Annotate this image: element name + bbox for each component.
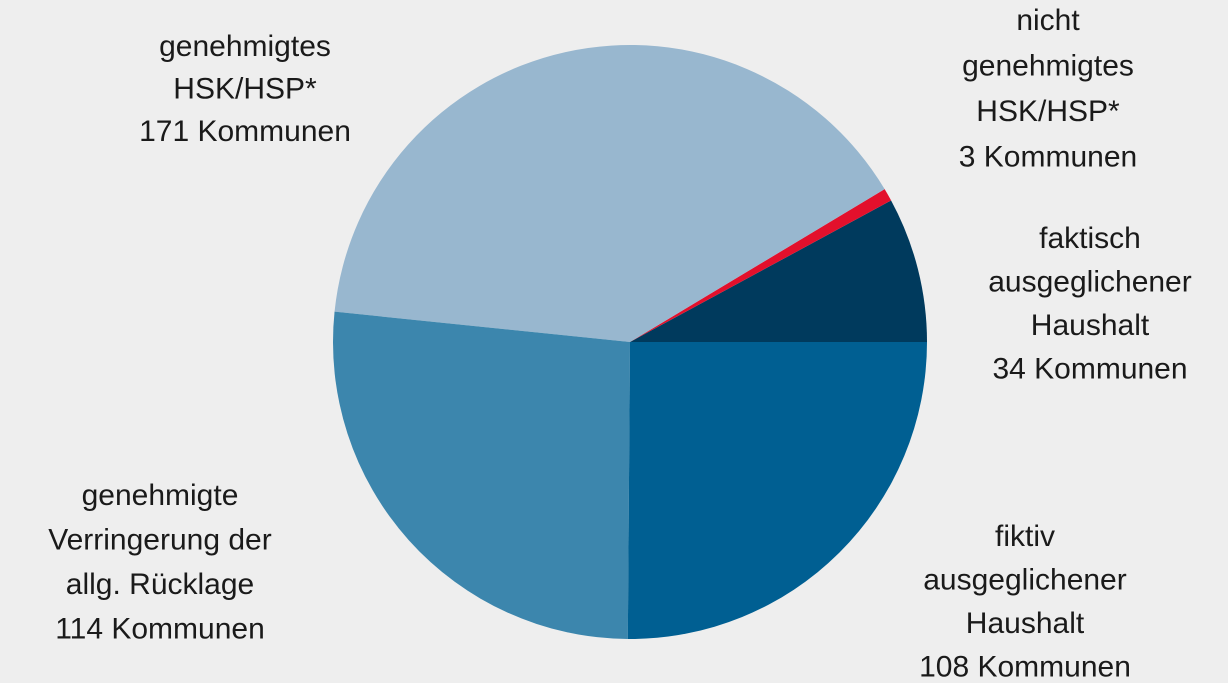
- category-label: HSK/HSP*: [173, 72, 317, 105]
- value-label: 108 Kommunen: [919, 650, 1131, 683]
- value-label: 3 Kommunen: [959, 140, 1137, 173]
- category-label: genehmigtes: [962, 49, 1134, 82]
- category-label: HSK/HSP*: [976, 95, 1120, 128]
- category-label: nicht: [1016, 4, 1080, 37]
- pie-slice: [630, 200, 927, 342]
- pie-slice: [627, 342, 927, 639]
- category-label: Verringerung der: [48, 523, 271, 556]
- value-label: 171 Kommunen: [139, 115, 351, 148]
- category-label: Haushalt: [1031, 309, 1150, 342]
- pie-slice: [334, 45, 885, 342]
- category-label: faktisch: [1039, 222, 1141, 255]
- category-label: genehmigte: [82, 479, 239, 512]
- category-label: ausgeglichener: [988, 265, 1191, 298]
- value-label: 114 Kommunen: [55, 612, 265, 645]
- pie-slice: [630, 189, 892, 342]
- pie-slice: [333, 311, 630, 639]
- value-label: 34 Kommunen: [992, 352, 1187, 385]
- category-label: ausgeglichener: [923, 563, 1126, 596]
- category-label: genehmigtes: [159, 30, 331, 63]
- category-label: Haushalt: [966, 607, 1085, 640]
- category-label: fiktiv: [995, 520, 1055, 553]
- category-label: allg. Rücklage: [66, 568, 254, 601]
